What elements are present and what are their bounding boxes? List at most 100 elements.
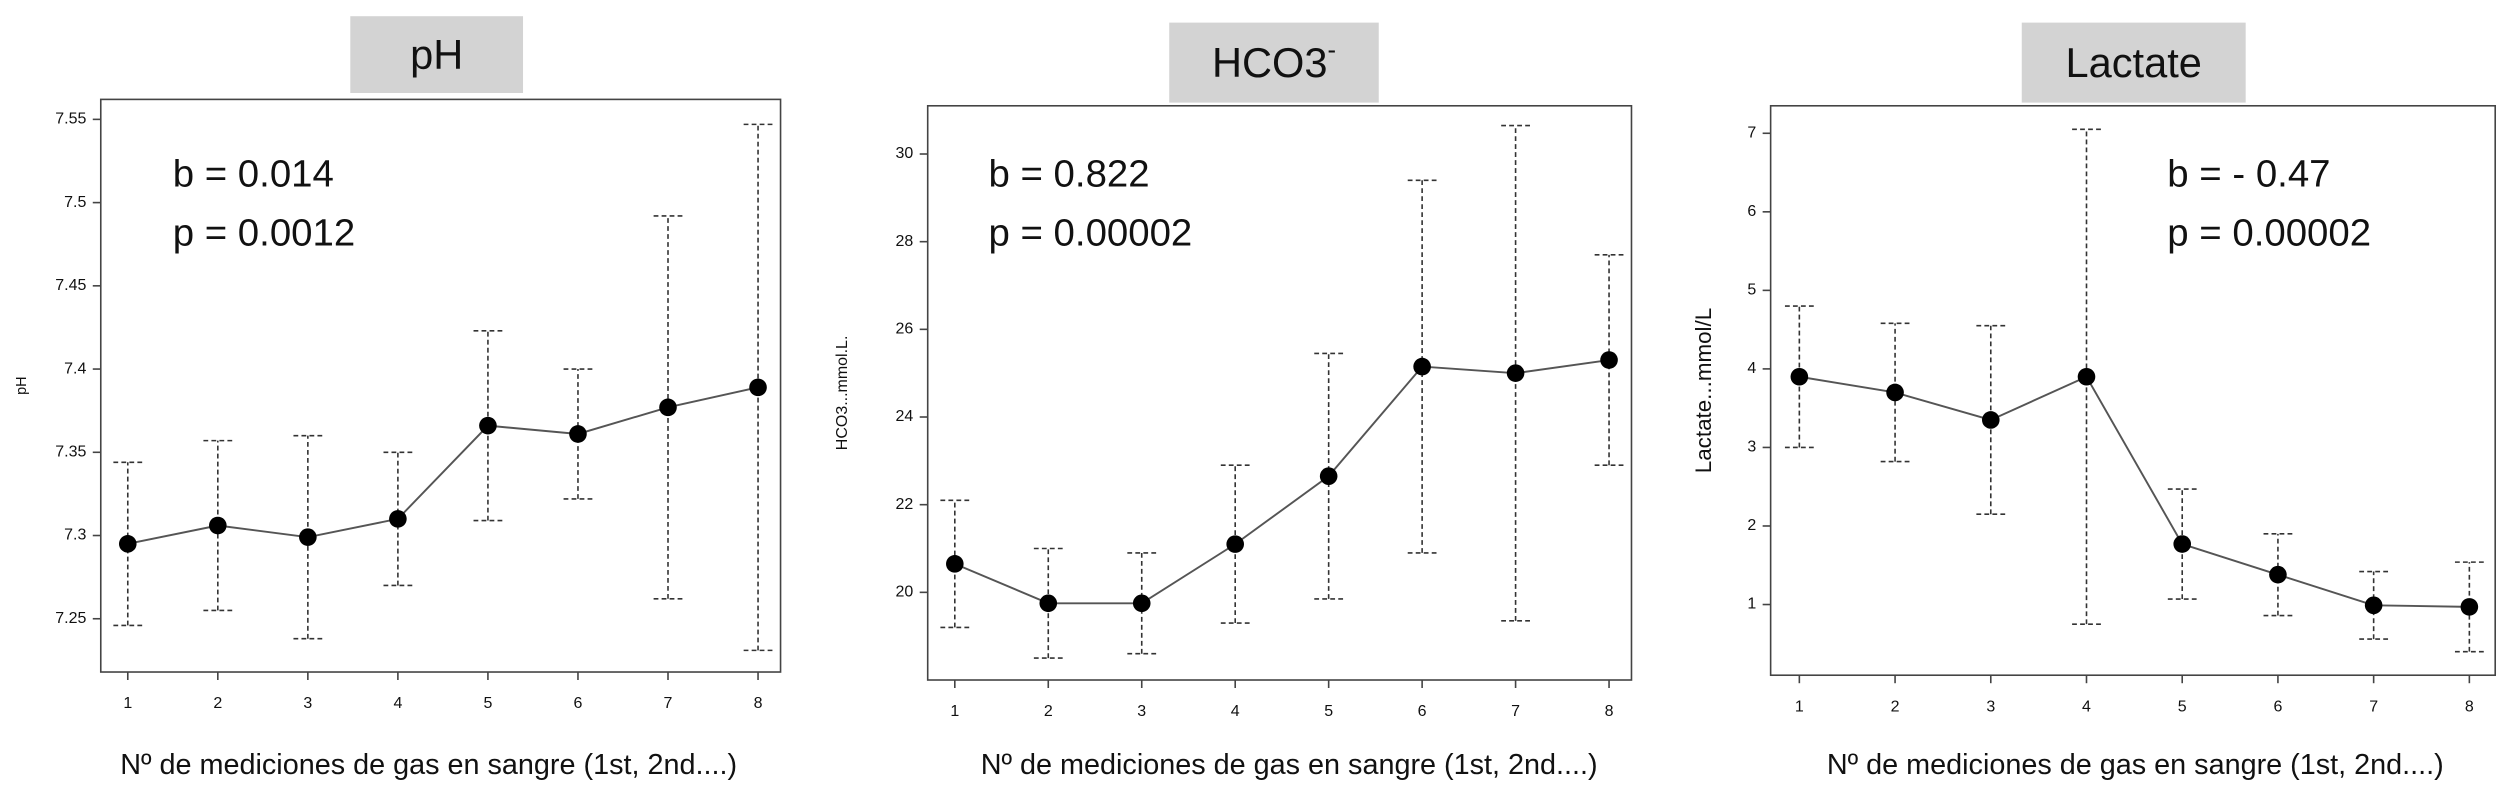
y-tick-label: 7.5 — [64, 194, 86, 211]
x-tick-label: 3 — [1137, 703, 1146, 720]
x-tick-label: 8 — [1605, 703, 1614, 720]
data-point — [479, 416, 497, 435]
title-text: HCO3 — [1212, 39, 1328, 86]
error-bar — [653, 215, 683, 600]
y-tick-label: 6 — [1747, 203, 1756, 220]
x-tick-label: 7 — [2369, 698, 2378, 715]
x-tick-label: 2 — [1044, 703, 1053, 720]
data-point — [2077, 367, 2096, 386]
y-tick-label: 4 — [1747, 360, 1756, 377]
data-point — [2364, 596, 2383, 615]
data-point — [749, 378, 767, 397]
title-box — [350, 16, 524, 93]
y-tick-label: 1 — [1747, 596, 1756, 613]
x-tick-label: 8 — [754, 695, 763, 712]
y-tick-label: 22 — [896, 496, 914, 513]
data-point — [1132, 594, 1151, 613]
y-tick-label: 7.25 — [55, 610, 86, 627]
y-tick-label: 28 — [896, 233, 914, 250]
error-bar — [1784, 305, 1814, 449]
data-point — [2269, 565, 2287, 584]
chart-title: Lactate — [2066, 39, 2202, 86]
x-tick-label: 1 — [1795, 698, 1804, 715]
data-line — [127, 386, 759, 545]
data-point — [569, 425, 587, 443]
y-tick-label: 7.45 — [55, 277, 86, 294]
y-tick-label: 7.3 — [64, 527, 86, 544]
x-tick-label: 3 — [303, 695, 312, 712]
y-tick-label: 7.4 — [64, 360, 86, 377]
x-tick-label: 2 — [1891, 698, 1900, 715]
x-tick-label: 2 — [213, 695, 222, 712]
data-point — [1319, 467, 1338, 485]
error-bar — [1976, 324, 2006, 516]
x-tick-label: 5 — [2178, 698, 2187, 715]
y-tick-label: 7 — [1747, 125, 1756, 142]
plot-frame — [926, 104, 1633, 681]
error-bar — [743, 123, 773, 652]
x-tick-label: 7 — [1511, 703, 1520, 720]
x-axis-label: Nº de mediciones de gas en sangre (1st, … — [981, 749, 1598, 781]
x-tick-label: 1 — [950, 703, 959, 720]
plot-frame — [99, 98, 782, 673]
title-text: Lactate — [2066, 39, 2202, 86]
chart-title: pH — [410, 31, 463, 78]
annotation: b = 0.822 — [988, 152, 1149, 195]
x-tick-label: 6 — [574, 695, 583, 712]
x-tick-label: 8 — [2465, 698, 2474, 715]
title-box — [2021, 22, 2246, 103]
annotation: b = 0.014 — [173, 152, 334, 195]
data-line — [1799, 375, 2470, 608]
y-tick-label: 30 — [896, 145, 914, 162]
title-text: pH — [410, 31, 463, 78]
data-point — [389, 510, 407, 528]
x-tick-label: 5 — [1324, 703, 1333, 720]
data-line — [954, 359, 1610, 605]
data-point — [1413, 357, 1431, 376]
error-bar — [2072, 128, 2101, 625]
x-axis-label: Nº de mediciones de gas en sangre (1st, … — [1827, 749, 2444, 781]
data-point — [1790, 367, 1809, 386]
y-tick-label: 2 — [1747, 517, 1756, 534]
annotation: p = 0.00002 — [2167, 211, 2371, 254]
data-point — [2460, 598, 2479, 616]
x-tick-label: 6 — [1418, 703, 1427, 720]
data-point — [1886, 383, 1904, 402]
error-bar — [1033, 547, 1063, 659]
data-point — [1981, 411, 2000, 429]
chart-panel: Lactate 1 2 3 4 5 6 7 1 2 3 4 5 6 7 8 Lactate...mmol/L Nº… — [1691, 22, 2497, 781]
data-point — [1600, 351, 1618, 369]
title-box — [1169, 22, 1379, 103]
data-point — [1506, 364, 1525, 382]
chart-panel: pH 7.25 7.3 7.35 7.4 7.45 7.5 7.55 1 2 3 4 5 6 7 8 pH Nº … — [14, 16, 782, 781]
chart-title: HCO3- — [1212, 36, 1336, 86]
x-tick-label: 4 — [1231, 703, 1240, 720]
y-axis-label: pH — [14, 377, 30, 395]
data-point — [209, 516, 227, 535]
data-point — [659, 398, 677, 417]
title-superscript: - — [1327, 36, 1336, 64]
data-point — [1039, 594, 1058, 613]
data-point — [118, 535, 137, 553]
x-tick-label: 5 — [483, 695, 492, 712]
annotation: p = 0.00002 — [988, 211, 1192, 254]
x-tick-label: 3 — [1986, 698, 1995, 715]
error-bar — [293, 434, 323, 640]
x-tick-label: 4 — [393, 695, 402, 712]
x-axis-label: Nº de mediciones de gas en sangre (1st, … — [120, 749, 737, 781]
x-tick-label: 1 — [123, 695, 132, 712]
y-tick-label: 26 — [896, 321, 914, 338]
error-bar — [940, 499, 970, 629]
annotation: b = - 0.47 — [2167, 152, 2330, 195]
y-tick-label: 7.55 — [55, 111, 86, 128]
data-point — [2173, 535, 2192, 553]
annotation: p = 0.0012 — [173, 211, 355, 254]
y-tick-label: 24 — [896, 408, 914, 425]
error-bar — [1880, 322, 1910, 463]
y-tick-label: 20 — [896, 584, 914, 601]
data-point — [299, 528, 317, 546]
error-bar — [1501, 124, 1530, 622]
data-point — [946, 555, 964, 573]
x-tick-label: 7 — [664, 695, 673, 712]
